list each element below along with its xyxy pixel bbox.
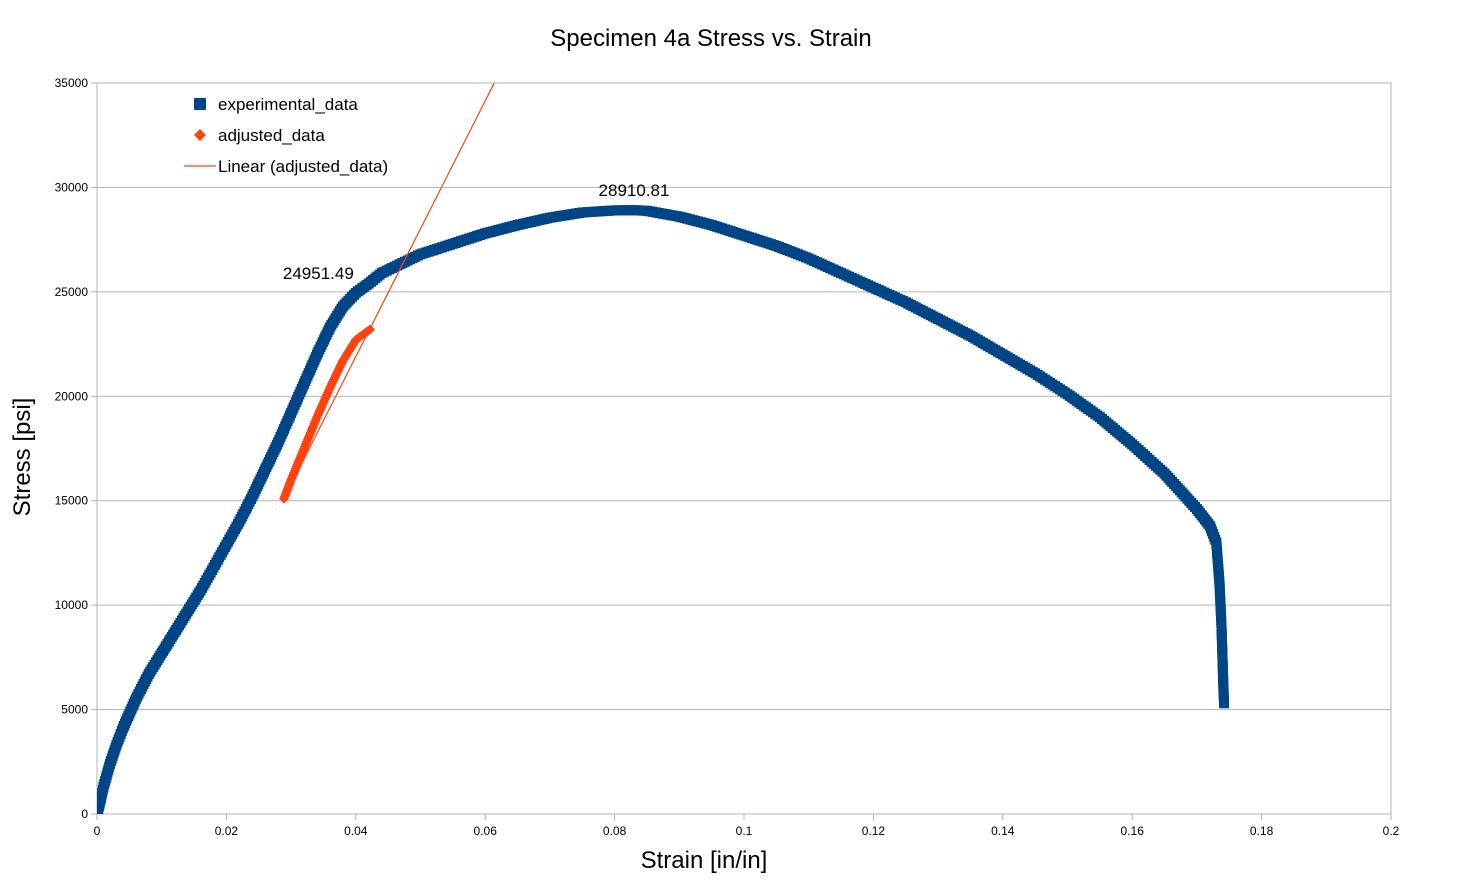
x-tick-label: 0 [94, 824, 101, 838]
legend-diamond-symbol [194, 129, 206, 141]
x-tick-label: 0.02 [215, 824, 239, 838]
y-tick-label: 10000 [55, 598, 89, 612]
trendline [283, 83, 495, 499]
x-tick-label: 0.1 [736, 824, 753, 838]
data-label: 28910.81 [599, 181, 670, 200]
legend-label: experimental_data [218, 95, 358, 114]
gridlines [97, 186, 1391, 711]
legend-label: adjusted_data [218, 126, 325, 145]
y-axis-label: Stress [psi] [9, 398, 36, 517]
y-tick-label: 35000 [55, 76, 89, 90]
plot-area [96, 82, 1392, 815]
x-tick-label: 0.2 [1383, 824, 1400, 838]
data-point [1219, 698, 1230, 709]
data-label: 24951.49 [283, 264, 354, 283]
y-tick-label: 15000 [55, 494, 89, 508]
annotations: 28910.81 24951.49 [283, 181, 670, 283]
x-axis-label: Strain [in/in] [641, 847, 768, 874]
x-tick-label: 0.16 [1121, 824, 1145, 838]
y-tick-label: 25000 [55, 285, 89, 299]
legend-square-symbol [194, 98, 206, 110]
y-tick-label: 0 [81, 807, 88, 821]
x-tick-label: 0.06 [474, 824, 498, 838]
y-tick-label: 30000 [55, 180, 89, 194]
y-tick-label: 20000 [55, 389, 89, 403]
series-adjusted-data [278, 324, 376, 504]
x-tick-label: 0.18 [1250, 824, 1274, 838]
chart-title: Specimen 4a Stress vs. Strain [550, 25, 871, 52]
y-tick-label: 5000 [61, 703, 88, 717]
series-experimental-data [97, 205, 1230, 814]
series-linear-adjusted-data- [283, 83, 495, 499]
x-tick-label: 0.08 [603, 824, 627, 838]
x-tick-label: 0.12 [862, 824, 886, 838]
series-layer [97, 83, 1230, 814]
legend-label: Linear (adjusted_data) [218, 157, 388, 176]
legend: experimental_data adjusted_data Linear (ad… [184, 95, 388, 176]
x-tick-label: 0.04 [344, 824, 368, 838]
x-tick-label: 0.14 [991, 824, 1015, 838]
axis-ticks: 0 5000 10000 15000 20000 25000 30000 35000 0 0.02… [55, 76, 1400, 838]
